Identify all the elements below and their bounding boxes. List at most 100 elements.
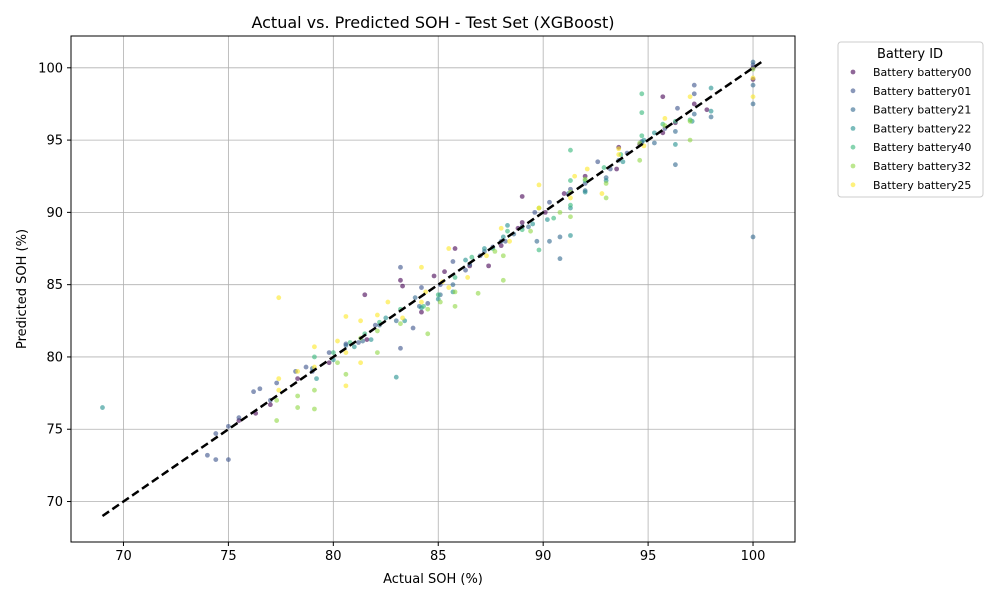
x-tick-label: 80 [325,549,342,564]
data-point [450,259,456,264]
legend-marker [850,107,856,112]
data-point [687,118,693,124]
data-point [419,309,424,315]
legend-label: Battery battery00 [873,66,971,79]
data-point [544,217,550,223]
data-point [419,285,424,290]
data-point [530,221,536,227]
data-point [326,350,332,356]
legend-marker [850,182,856,188]
data-point [551,215,557,221]
data-point [582,189,588,195]
data-point [372,322,378,328]
data-point [295,393,301,399]
data-point [446,246,452,251]
data-point [641,137,647,143]
data-point [463,257,468,263]
reference-line [101,59,765,518]
data-point [383,315,389,321]
x-tick-label: 70 [115,549,132,564]
x-tick-label: 100 [741,549,766,564]
data-point [505,228,510,234]
data-point [572,173,578,179]
data-point [236,415,242,421]
x-tick-label: 95 [640,549,657,564]
data-point [750,75,756,81]
data-point [672,129,678,134]
data-point [750,66,756,72]
data-point [465,275,471,280]
data-point [557,256,563,262]
data-point [312,344,317,350]
data-point [708,85,714,91]
data-point [410,325,416,331]
data-point [343,371,349,377]
data-point [326,360,332,366]
data-point [274,418,280,423]
data-point [356,340,361,345]
data-point [750,234,756,240]
data-point [614,166,620,172]
data-point [750,59,756,65]
data-point [708,108,714,114]
data-point [542,209,548,215]
data-point [435,292,441,298]
data-point [358,318,363,324]
data-point [568,195,573,201]
data-point [500,253,506,259]
data-point [385,299,391,305]
data-point [687,94,693,100]
chart-title: Actual vs. Predicted SOH - Test Set (XGB… [251,13,614,32]
data-point [568,202,573,208]
x-tick-label: 75 [220,549,237,564]
y-tick-label: 95 [46,134,63,149]
legend-label: Battery battery22 [873,122,971,135]
data-point [568,214,573,220]
data-point [343,383,349,389]
data-point [687,137,693,143]
data-point [536,247,542,253]
data-point [639,91,645,97]
data-point [568,147,573,153]
data-point [486,263,492,269]
data-point [368,337,374,342]
legend-items: Battery battery00 Battery battery01 Batter… [850,66,971,192]
data-point [312,387,317,393]
data-point [675,105,680,111]
data-point [526,224,531,230]
data-point [651,140,657,146]
data-point [475,290,481,296]
data-point [358,360,363,366]
data-point [498,243,504,249]
x-axis-label: Actual SOH (%) [383,572,483,587]
data-point [750,94,756,100]
legend-marker [850,69,856,75]
data-point [704,107,710,113]
data-point [482,246,487,251]
data-point [498,225,504,231]
data-point [303,364,309,370]
data-point [505,222,510,228]
data-point [343,314,349,319]
data-point [691,91,697,97]
data-point [547,238,552,244]
data-point [557,209,563,215]
data-point [469,254,475,260]
legend-label: Battery battery32 [873,160,971,173]
data-point [620,159,626,165]
data-point [274,397,280,403]
data-point [500,234,506,240]
series [312,91,693,360]
data-point [450,282,456,288]
data-point [330,350,336,356]
y-tick-label: 90 [46,206,63,221]
data-point [437,299,443,305]
data-point [225,457,231,462]
data-point [672,142,678,147]
x-tick-label: 90 [535,549,552,564]
data-point [335,338,340,344]
data-point [276,387,282,393]
data-point [601,165,607,170]
